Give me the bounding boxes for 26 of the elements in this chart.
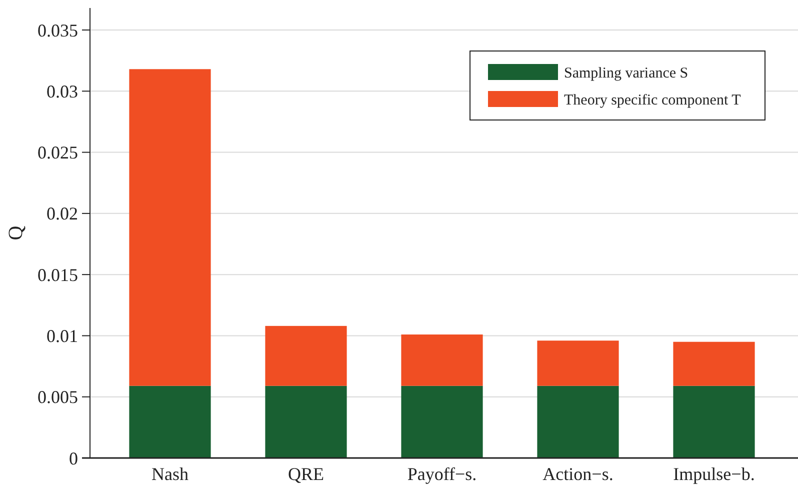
y-tick-label: 0.03 [46, 81, 78, 102]
bar [265, 386, 347, 458]
y-tick-label: 0.025 [38, 142, 78, 163]
y-tick-label: 0.02 [46, 204, 78, 224]
bar [401, 334, 483, 386]
y-tick-label: 0.015 [38, 264, 78, 285]
legend-label: Sampling variance S [564, 65, 688, 82]
bar [265, 326, 347, 386]
bar [673, 386, 755, 458]
bar [401, 386, 483, 458]
x-tick-label: Impulse−b. [673, 464, 755, 484]
x-tick-label: Action−s. [542, 464, 614, 484]
bar [537, 386, 619, 458]
y-tick-label: 0.01 [46, 326, 78, 346]
y-tick-label: 0.005 [38, 387, 78, 408]
y-axis-title: Q [5, 225, 27, 240]
bar [129, 69, 211, 386]
x-tick-label: Payoff−s. [407, 464, 477, 484]
legend-label: Theory specific component T [564, 92, 741, 108]
y-tick-label: 0.035 [38, 20, 78, 40]
bar [537, 340, 619, 386]
bar [673, 342, 755, 386]
x-tick-label: QRE [288, 464, 324, 484]
x-tick-label: Nash [152, 464, 188, 484]
bar [129, 386, 211, 458]
y-tick-label: 0 [69, 448, 78, 468]
